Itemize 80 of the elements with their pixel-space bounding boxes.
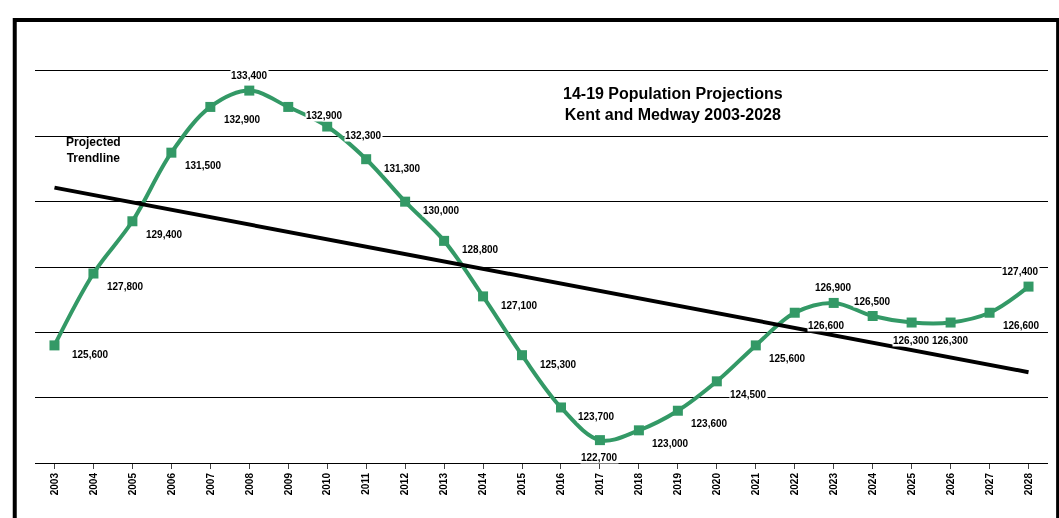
data-label: 132,900 bbox=[306, 110, 343, 121]
data-label: 125,300 bbox=[540, 359, 577, 370]
point bbox=[984, 307, 995, 318]
data-label: 126,500 bbox=[854, 296, 891, 307]
point bbox=[439, 235, 450, 246]
point bbox=[205, 101, 216, 112]
point bbox=[478, 291, 489, 302]
x-tick-label: 2014 bbox=[477, 472, 489, 496]
point bbox=[88, 268, 99, 279]
point bbox=[672, 405, 683, 416]
data-label: 132,300 bbox=[345, 130, 382, 141]
data-label: 131,300 bbox=[384, 163, 421, 174]
x-tick-label: 2006 bbox=[165, 472, 177, 496]
x-tick-label: 2010 bbox=[321, 472, 333, 496]
point bbox=[49, 340, 60, 351]
data-label: 127,400 bbox=[1002, 266, 1039, 277]
data-label: 122,700 bbox=[581, 452, 618, 463]
x-tick-label: 2026 bbox=[944, 472, 956, 496]
x-tick-label: 2013 bbox=[438, 472, 450, 496]
x-tick-label: 2025 bbox=[905, 472, 917, 496]
data-label: 132,900 bbox=[224, 114, 261, 125]
x-tick-label: 2015 bbox=[516, 472, 528, 496]
data-label: 128,800 bbox=[462, 244, 499, 255]
text: Projected Trendline bbox=[66, 135, 121, 165]
point bbox=[555, 402, 566, 413]
point bbox=[1023, 281, 1034, 292]
data-label: 125,600 bbox=[72, 349, 109, 360]
x-tick-label: 2003 bbox=[48, 472, 60, 496]
data-label: 133,400 bbox=[231, 70, 268, 81]
data-label: 126,300 bbox=[932, 335, 969, 346]
point bbox=[750, 340, 761, 351]
point bbox=[867, 311, 878, 321]
x-tick-label: 2024 bbox=[866, 472, 878, 496]
point bbox=[945, 317, 956, 328]
x-tick-label: 2028 bbox=[1022, 472, 1034, 496]
data-label: 123,700 bbox=[578, 411, 615, 422]
point bbox=[244, 85, 255, 96]
x-tick-label: 2008 bbox=[243, 472, 255, 496]
data-label: 125,600 bbox=[769, 353, 806, 364]
x-tick-label: 2022 bbox=[789, 472, 800, 496]
data-label: 126,900 bbox=[815, 282, 852, 293]
data-label: 124,500 bbox=[730, 389, 767, 400]
point bbox=[828, 297, 839, 308]
point bbox=[166, 147, 177, 158]
data-label: 126,300 bbox=[893, 335, 930, 346]
data-label: 127,100 bbox=[501, 300, 538, 311]
data-label: 123,600 bbox=[691, 418, 728, 429]
x-tick-label: 2020 bbox=[711, 472, 723, 496]
x-tick-label: 2011 bbox=[360, 472, 372, 495]
point bbox=[361, 154, 372, 165]
x-tick-label: 2004 bbox=[87, 472, 99, 496]
point bbox=[400, 196, 411, 207]
x-tick-label: 2019 bbox=[672, 472, 684, 496]
x-tick-label: 2021 bbox=[750, 472, 762, 496]
x-tick-label: 2005 bbox=[126, 472, 138, 496]
point bbox=[594, 435, 605, 446]
x-tick-label: 2023 bbox=[827, 472, 839, 496]
x-tick-label: 2018 bbox=[633, 472, 645, 496]
point bbox=[517, 350, 528, 361]
point bbox=[906, 317, 917, 328]
x-tick-label: 2009 bbox=[282, 472, 294, 496]
data-label: 123,000 bbox=[652, 438, 689, 449]
data-label: 126,600 bbox=[1003, 320, 1040, 331]
point bbox=[633, 425, 644, 436]
data-label: 130,000 bbox=[423, 205, 460, 216]
data-label: 126,600 bbox=[808, 320, 845, 331]
text: 14-19 Population Projections Kent and Medway 2003-2028 bbox=[563, 85, 783, 123]
point bbox=[127, 216, 138, 227]
point bbox=[711, 376, 722, 387]
x-tick-label: 2012 bbox=[399, 472, 411, 496]
data-label: 129,400 bbox=[146, 229, 183, 240]
data-label: 127,800 bbox=[107, 281, 144, 292]
x-tick-label: 2027 bbox=[983, 472, 995, 496]
point bbox=[789, 307, 800, 318]
data-label: 131,500 bbox=[185, 160, 222, 171]
x-tick-label: 2016 bbox=[555, 472, 567, 496]
x-tick-label: 2017 bbox=[594, 472, 606, 496]
point bbox=[283, 101, 294, 112]
x-tick-label: 2007 bbox=[204, 472, 216, 496]
point bbox=[322, 121, 333, 132]
